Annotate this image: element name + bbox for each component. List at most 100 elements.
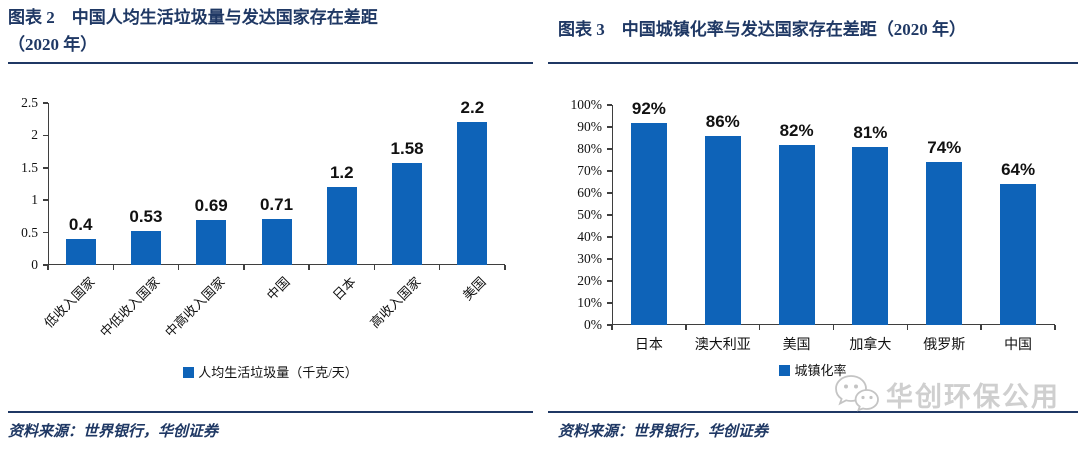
y-tick-label: 50%	[577, 207, 602, 222]
y-tick-label: 1.5	[21, 159, 38, 175]
bar	[852, 146, 889, 325]
x-tick-mark	[177, 265, 180, 270]
y-tick-mark	[607, 148, 612, 150]
watermark-text: 华创环保公用	[886, 381, 1060, 412]
figure2-title-line2: （2020 年）	[8, 35, 98, 54]
x-tick-mark	[980, 325, 982, 330]
y-tick-mark	[607, 258, 612, 260]
figure3-title: 图表 3 中国城镇化率与发达国家存在差距（2020 年）	[558, 16, 1078, 43]
waste-per-capita-bar-chart: 0 0.5 1 1.5 2 2.5 0.4 0.53 0.69 0.71 1.2 1.58 2.2 低收入…	[8, 95, 538, 355]
figure3-source: 资料来源：世界银行，华创证券	[558, 424, 769, 440]
plot-area	[612, 105, 1055, 325]
x-tick-mark	[685, 325, 687, 330]
y-tick-label: 20%	[577, 273, 602, 288]
y-tick-label: 90%	[577, 119, 602, 134]
bar	[704, 135, 741, 325]
bar	[457, 122, 488, 265]
figure2-legend: 人均生活垃圾量（千克/天）	[8, 362, 533, 381]
y-tick-mark	[607, 104, 612, 106]
x-tick-mark	[373, 265, 376, 270]
y-tick-label: 2.5	[21, 95, 38, 110]
y-tick-mark	[607, 214, 612, 216]
bar-value-label: 64%	[1001, 160, 1036, 180]
bar-value-label: 0.53	[129, 206, 163, 226]
figure3-title-rule	[548, 62, 1078, 64]
x-axis-label-text: 高收入国家	[367, 274, 424, 331]
y-tick-mark	[43, 134, 48, 137]
bar-value-label: 1.58	[390, 138, 424, 158]
x-tick-mark	[438, 265, 441, 270]
bar	[630, 122, 667, 325]
y-tick-mark	[607, 324, 612, 326]
figure2-title: 图表 2 中国人均生活垃圾量与发达国家存在差距 （2020 年）	[8, 4, 533, 58]
x-axis-label: 俄罗斯	[923, 338, 966, 353]
y-tick-label: 30%	[577, 251, 602, 266]
y-tick-mark	[43, 264, 48, 266]
x-axis-label: 澳大利亚	[694, 338, 751, 353]
bar-value-label: 2.2	[460, 98, 485, 118]
bar	[261, 218, 292, 265]
bar-value-label: 74%	[927, 138, 962, 158]
x-axis-label-text: 美国	[460, 274, 490, 304]
x-tick-mark	[308, 265, 310, 270]
figure2-bottom-rule	[8, 411, 533, 413]
y-tick-mark	[43, 102, 48, 104]
y-tick-mark	[43, 199, 48, 201]
bar-value-label: 0.71	[259, 194, 294, 214]
y-tick-label: 70%	[577, 163, 602, 178]
watermark: 华创环保公用	[832, 372, 1060, 416]
x-axis-label-text: 中高收入国家	[162, 274, 228, 340]
x-axis-label: 美国	[782, 338, 811, 353]
y-tick-label: 80%	[577, 141, 602, 156]
y-tick-label: 0	[31, 257, 38, 272]
figure2-title-line1: 图表 2 中国人均生活垃圾量与发达国家存在差距	[8, 8, 378, 27]
figure3-legend-label: 城镇化率	[794, 363, 847, 378]
bar	[326, 187, 357, 265]
x-tick-mark	[906, 325, 909, 330]
figure2-source: 资料来源：世界银行，华创证券	[8, 424, 219, 440]
urbanization-rate-bar-chart: 0% 10% 20% 30% 40% 50% 60% 70% 80% 90% 100% 92% 86% 8…	[548, 97, 1078, 357]
figure2-legend-swatch	[183, 367, 195, 378]
y-tick-mark	[607, 236, 612, 238]
wechat-logo-icon	[835, 375, 879, 412]
bar	[196, 220, 227, 265]
y-tick-label: 10%	[577, 295, 602, 310]
y-tick-mark	[607, 170, 612, 172]
x-axis-label-text: 中低收入国家	[96, 274, 163, 340]
y-tick-label: 0%	[584, 317, 602, 332]
bar	[1000, 184, 1037, 325]
x-axis-label: 加拿大	[849, 338, 892, 353]
bar-value-label: 81%	[853, 122, 888, 142]
x-axis-label-text: 中国	[264, 274, 294, 304]
figure3-legend-swatch	[779, 365, 791, 376]
x-tick-mark	[243, 265, 245, 270]
y-tick-mark	[607, 280, 612, 282]
figure2-title-rule	[8, 62, 533, 64]
x-tick-mark	[112, 265, 115, 270]
bar	[130, 230, 161, 265]
bar-value-label: 0.69	[194, 196, 228, 216]
y-tick-label: 0.5	[21, 224, 38, 240]
figure3-title-line1: 图表 3 中国城镇化率与发达国家存在差距（2020 年）	[558, 20, 966, 39]
x-axis-label-text: 日本	[329, 274, 359, 304]
y-tick-mark	[43, 231, 48, 234]
y-tick-label: 2	[31, 127, 38, 143]
x-tick-mark	[758, 325, 761, 330]
bar	[926, 162, 963, 325]
figure3-bottom-rule	[548, 411, 1078, 413]
figure2-legend-label: 人均生活垃圾量（千克/天）	[198, 365, 358, 380]
bar-value-label: 92%	[631, 98, 666, 118]
y-tick-label: 1	[31, 192, 38, 208]
bar	[392, 162, 423, 265]
x-tick-mark	[611, 325, 613, 330]
x-tick-mark	[832, 325, 835, 330]
x-tick-mark	[47, 265, 49, 270]
y-tick-mark	[607, 126, 612, 128]
bar	[65, 239, 96, 265]
bar	[778, 144, 815, 325]
bar-value-label: 86%	[705, 111, 740, 131]
x-axis-label: 中国	[1004, 338, 1033, 353]
y-tick-label: 60%	[577, 185, 602, 200]
y-tick-label: 40%	[577, 229, 602, 244]
y-tick-mark	[607, 302, 612, 304]
